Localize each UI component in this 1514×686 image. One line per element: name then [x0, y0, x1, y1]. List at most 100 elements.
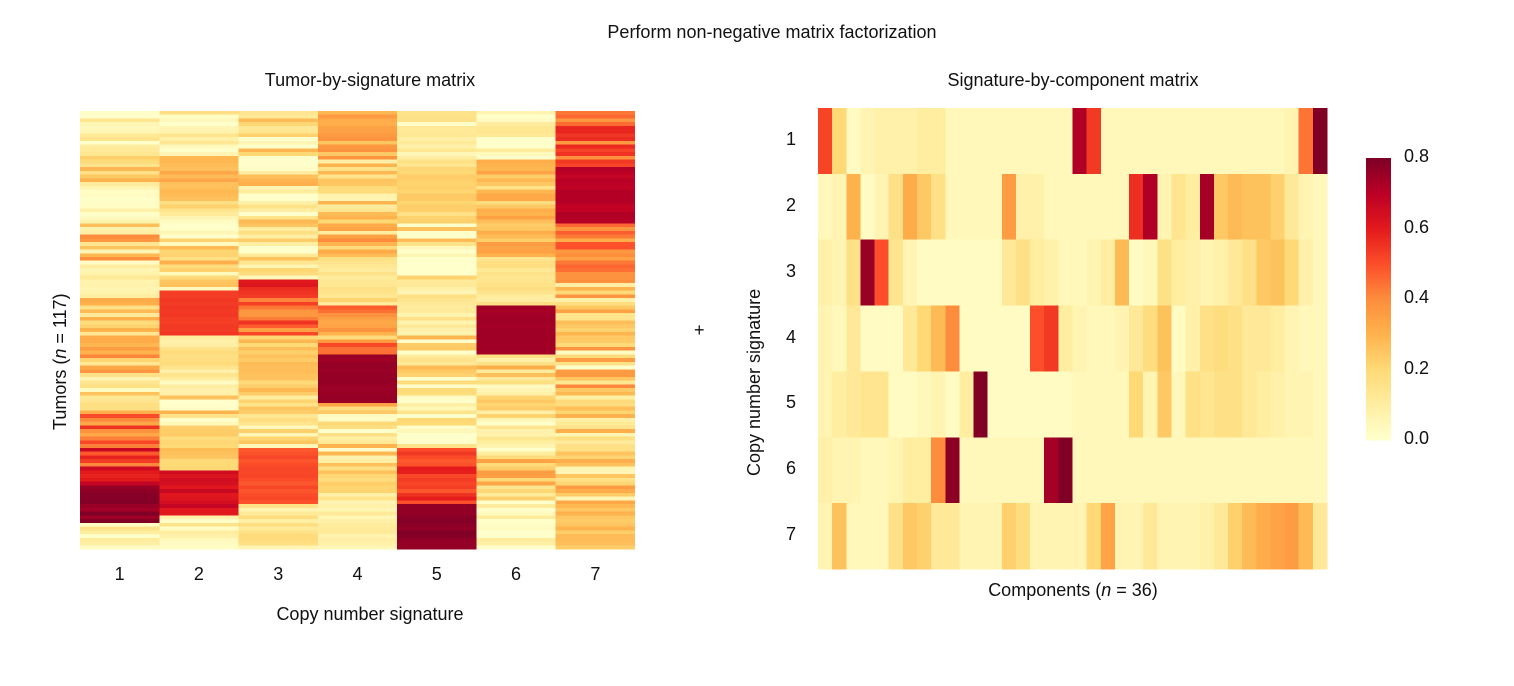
heatmap-cell: [476, 182, 556, 187]
heatmap-cell: [397, 444, 477, 449]
heatmap-cell: [1298, 305, 1314, 372]
heatmap-cell: [555, 436, 635, 441]
heatmap-cell: [159, 260, 239, 265]
heatmap-cell: [238, 436, 318, 441]
heatmap-cell: [1100, 305, 1116, 372]
heatmap-cell: [555, 440, 635, 445]
heatmap-cell: [476, 137, 556, 142]
heatmap-cell: [555, 268, 635, 273]
colorbar-swatch: [1366, 209, 1391, 213]
heatmap-cell: [159, 204, 239, 209]
left-xtick-label: 5: [431, 564, 442, 584]
heatmap-cell: [80, 361, 160, 366]
heatmap-cell: [397, 271, 477, 277]
heatmap-cell: [555, 227, 635, 232]
heatmap-cell: [476, 403, 556, 408]
colorbar-swatch: [1366, 437, 1391, 441]
heatmap-cell: [238, 403, 318, 408]
colorbar-swatch: [1366, 327, 1391, 331]
heatmap-cell: [317, 339, 398, 344]
heatmap-cell: [397, 485, 477, 490]
heatmap-cell: [80, 534, 160, 539]
colorbar-swatch: [1366, 393, 1391, 396]
heatmap-cell: [555, 200, 635, 205]
heatmap-cell: [476, 500, 556, 505]
heatmap-cell: [238, 417, 318, 423]
heatmap-cell: [159, 133, 239, 138]
heatmap-cell: [317, 376, 398, 381]
heatmap-cell: [476, 185, 556, 191]
heatmap-cell: [238, 492, 318, 497]
heatmap-cell: [159, 354, 239, 359]
heatmap-cell: [476, 294, 556, 299]
heatmap-cell: [476, 271, 556, 277]
heatmap-cell: [238, 114, 318, 119]
heatmap-cell: [80, 500, 160, 505]
heatmap-cell: [1185, 305, 1201, 372]
heatmap-cell: [159, 118, 239, 123]
heatmap-cell: [238, 455, 318, 460]
heatmap-cell: [874, 503, 889, 570]
heatmap-cell: [476, 507, 556, 512]
heatmap-cell: [555, 320, 635, 325]
heatmap-cell: [317, 425, 398, 430]
heatmap-cell: [397, 511, 477, 516]
heatmap-cell: [317, 125, 398, 131]
heatmap-cell: [397, 301, 477, 307]
heatmap-cell: [397, 417, 477, 423]
colorbar-swatch: [1366, 367, 1391, 371]
heatmap-cell: [1213, 437, 1229, 504]
heatmap-cell: [397, 212, 477, 217]
heatmap-cell: [159, 279, 239, 284]
heatmap-cell: [476, 447, 556, 453]
heatmap-cell: [238, 129, 318, 134]
heatmap-cell: [476, 406, 556, 411]
heatmap-cell: [555, 170, 635, 176]
heatmap-cell: [317, 358, 398, 363]
heatmap-cell: [397, 320, 477, 325]
heatmap-cell: [80, 182, 160, 187]
heatmap-cell: [555, 511, 635, 516]
heatmap-cell: [317, 459, 398, 464]
colorbar-swatch: [1366, 254, 1391, 258]
heatmap-cell: [159, 242, 239, 247]
heatmap-cell: [317, 301, 398, 307]
heatmap-cell: [555, 260, 635, 265]
heatmap-cell: [159, 462, 239, 468]
heatmap-cell: [80, 530, 160, 535]
colorbar-swatch: [1366, 186, 1391, 190]
colorbar-swatch: [1366, 341, 1391, 345]
heatmap-cell: [397, 215, 477, 220]
heatmap-cell: [397, 133, 477, 138]
right-ytick-label: 1: [785, 128, 796, 149]
heatmap-cell: [80, 339, 160, 344]
heatmap-cell: [80, 474, 160, 479]
heatmap-cell: [80, 155, 160, 161]
heatmap-cell: [397, 432, 477, 438]
heatmap-cell: [317, 283, 398, 288]
colorbar-swatch: [1366, 214, 1391, 218]
heatmap-cell: [902, 239, 918, 306]
heatmap-cell: [397, 399, 477, 404]
right-heatmap-title: Signature-by-component matrix: [947, 70, 1199, 90]
heatmap-cell: [238, 365, 318, 370]
heatmap-cell: [1072, 239, 1087, 306]
heatmap-cell: [476, 511, 556, 516]
heatmap-cell: [1086, 437, 1102, 504]
colorbar-swatch: [1366, 428, 1391, 432]
heatmap-cell: [1171, 305, 1186, 372]
heatmap-cell: [555, 167, 635, 172]
heatmap-cell: [159, 313, 239, 318]
heatmap-cell: [1312, 305, 1328, 372]
heatmap-cell: [80, 253, 160, 258]
heatmap-cell: [476, 155, 556, 161]
heatmap-cell: [397, 335, 477, 340]
heatmap-cell: [397, 253, 477, 258]
heatmap-cell: [476, 388, 556, 393]
colorbar-swatch: [1366, 414, 1391, 418]
heatmap-cell: [238, 343, 318, 348]
heatmap-cell: [80, 369, 160, 374]
heatmap-cell: [555, 399, 635, 404]
heatmap-cell: [80, 320, 160, 325]
colorbar-swatch: [1366, 242, 1391, 246]
